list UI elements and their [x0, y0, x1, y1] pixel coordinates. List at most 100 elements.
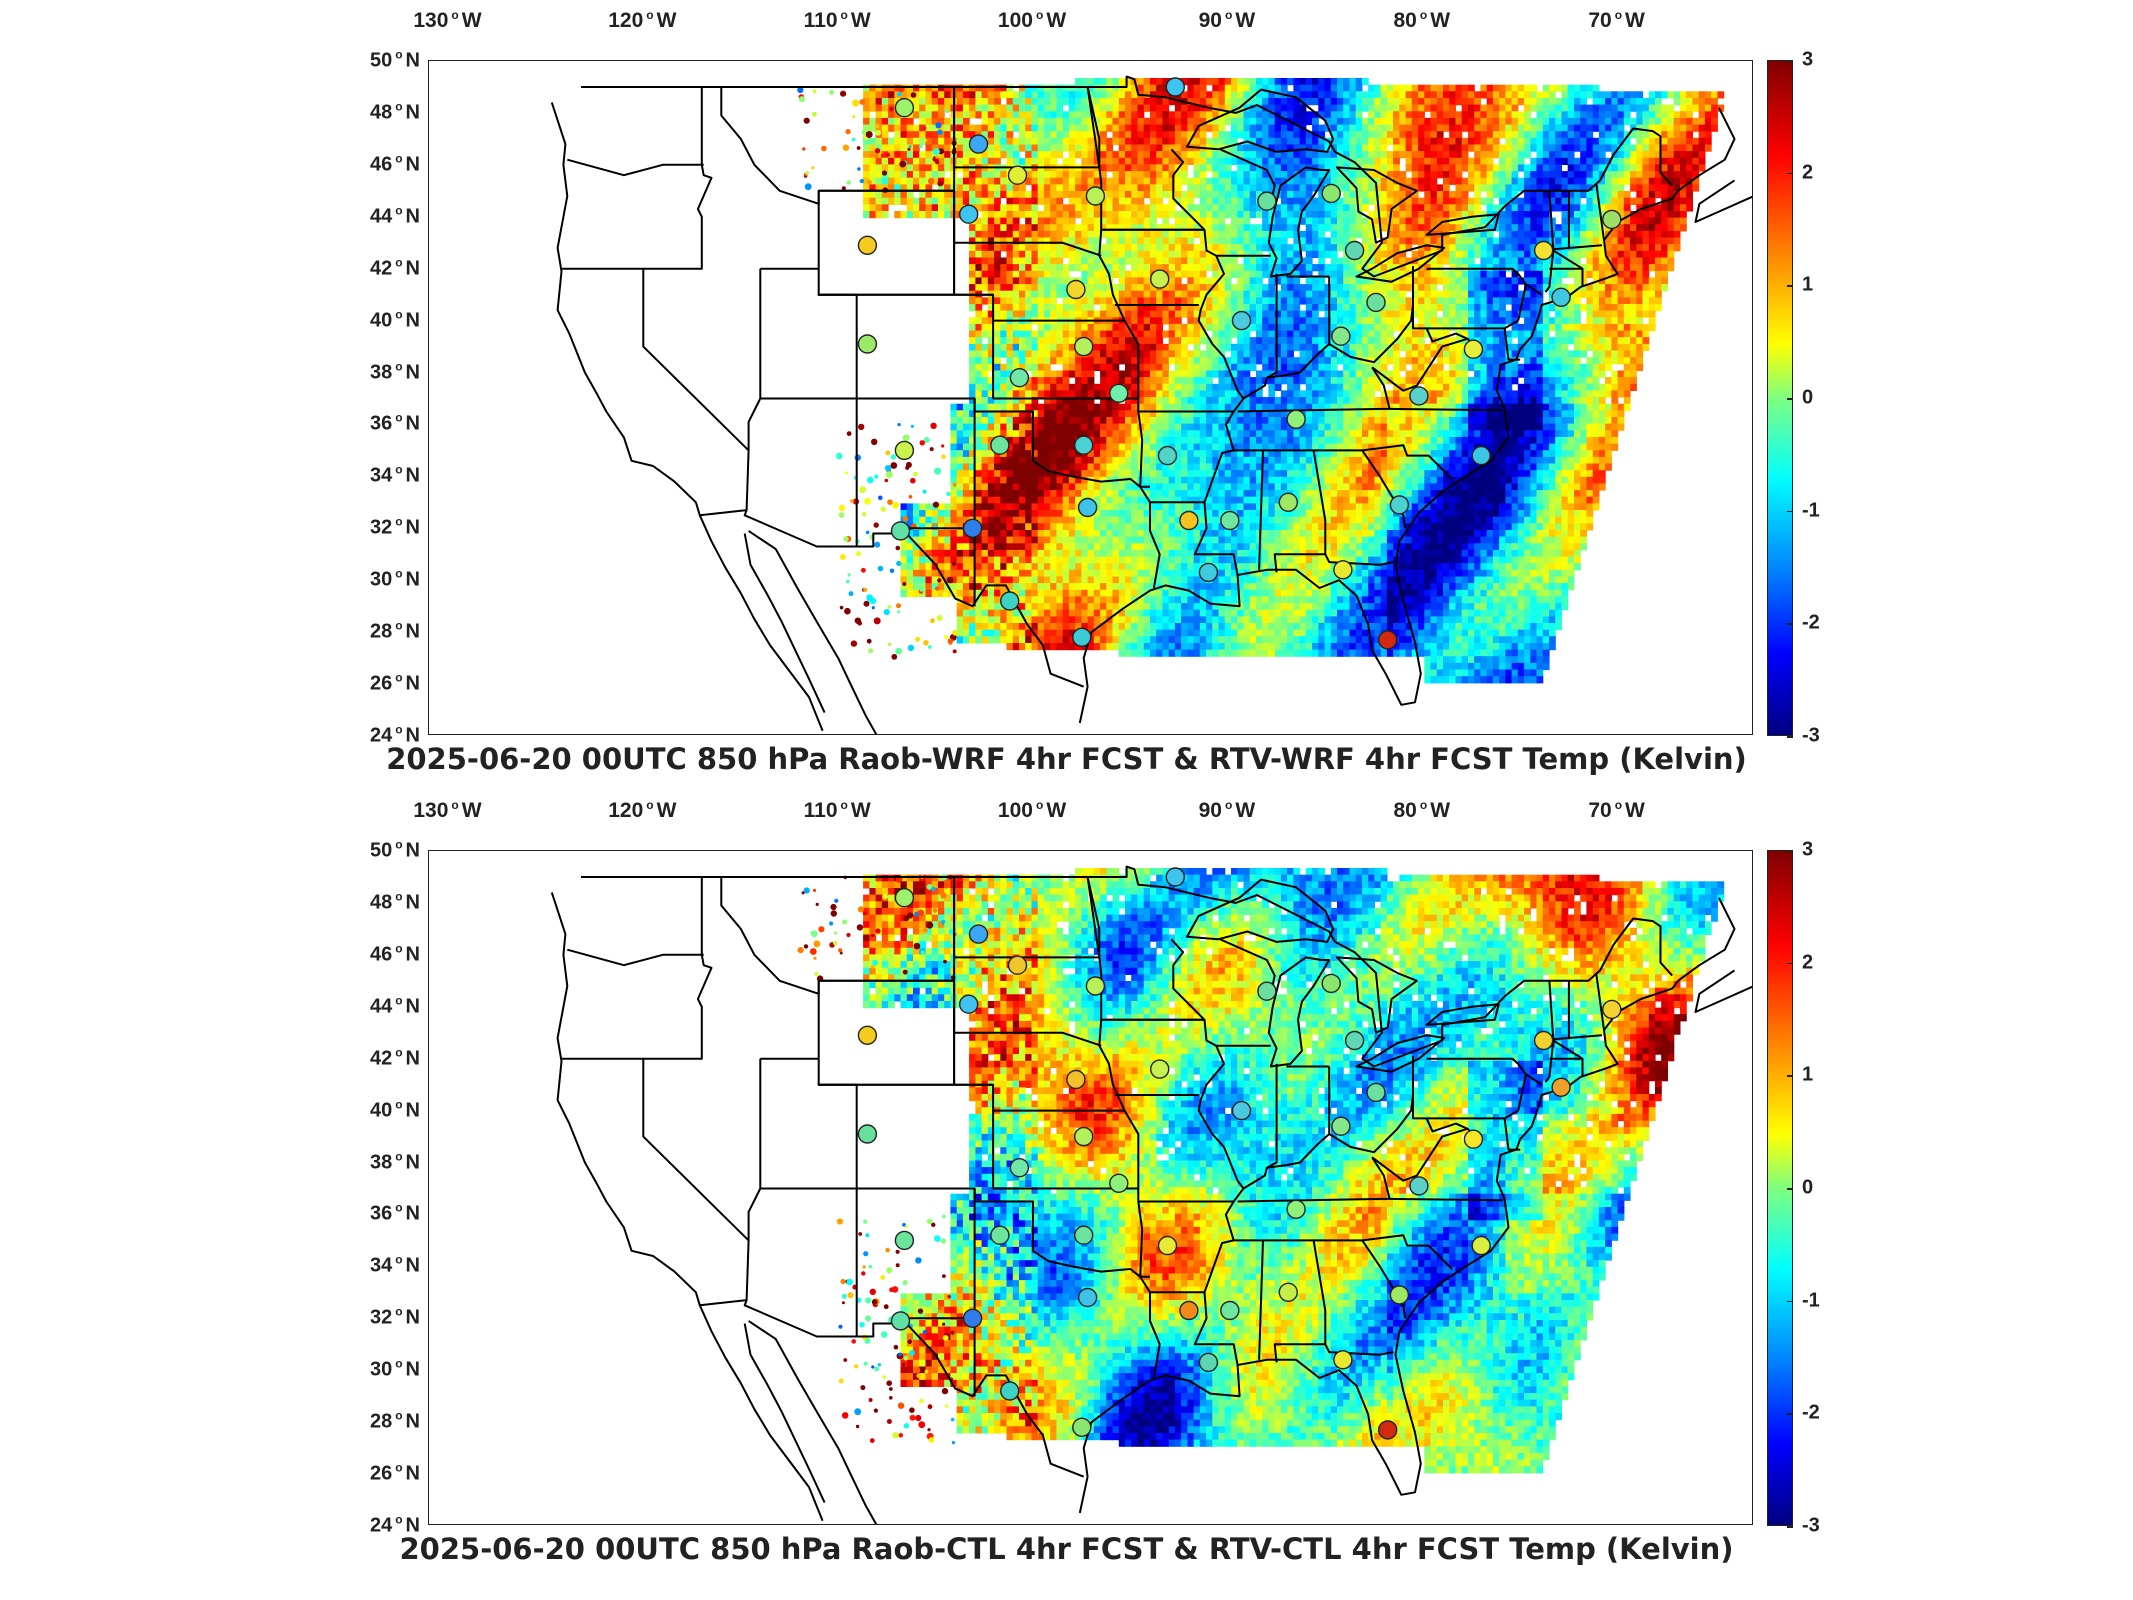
raob-station-marker	[968, 134, 989, 154]
raob-station-marker	[890, 521, 911, 541]
longitude-tick-label: 70 o W	[1588, 8, 1645, 33]
map-frame-top	[428, 60, 1753, 735]
raob-station-marker	[968, 924, 989, 944]
raob-station-marker	[1150, 269, 1170, 289]
boundaries	[550, 865, 1752, 1524]
raob-station-marker	[1165, 867, 1185, 887]
colorbar-tick-label: -1	[1802, 499, 1820, 522]
latitude-tick-label: 46 o N	[336, 152, 420, 177]
raob-station-marker	[1077, 497, 1098, 518]
colorbar-tick-label: 3	[1802, 49, 1813, 72]
colorbar-tick-mark	[1787, 736, 1793, 738]
latitude-tick-label: 24 o N	[336, 723, 420, 748]
raob-station-marker	[959, 994, 979, 1014]
raob-station-marker	[1533, 240, 1554, 261]
colorbar-tick-mark	[1787, 1075, 1793, 1077]
raob-station-marker	[1331, 1116, 1351, 1136]
colorbar-tick-label: 3	[1802, 839, 1813, 862]
raob-station-marker	[1074, 435, 1094, 455]
raob-station-marker	[1344, 1030, 1365, 1051]
latitude-tick-label: 48 o N	[336, 100, 420, 125]
boundaries	[550, 75, 1752, 734]
panel-title-top: 2025-06-20 00UTC 850 hPa Raob-WRF 4hr FC…	[0, 742, 2133, 776]
longitude-tick-label: 70 o W	[1588, 798, 1645, 823]
panel-top: 130 o W 120 o W 110 o W 100 o W 90 o W 80 o W 70 o W 50 o N 48 o…	[0, 8, 2133, 776]
latitude-tick-label: 30 o N	[336, 567, 420, 592]
raob-station-marker	[1157, 445, 1178, 466]
colorbar-tick-label: 0	[1802, 1177, 1813, 1200]
raob-station-marker	[1471, 445, 1491, 466]
longitude-tick-label: 90 o W	[1199, 8, 1256, 33]
raob-station-marker	[990, 435, 1010, 455]
latitude-tick-label: 46 o N	[336, 942, 420, 967]
colorbar-tick-mark	[1787, 285, 1793, 287]
raob-station-marker	[1409, 386, 1429, 406]
colorbar-tick-mark	[1787, 623, 1793, 625]
raob-station-marker	[1257, 981, 1277, 1001]
raob-station-marker	[894, 98, 915, 118]
longitude-tick-label: 130 o W	[413, 798, 481, 823]
retrieval-field	[797, 868, 1725, 1474]
colorbar-tick-label: -3	[1802, 725, 1820, 748]
raob-station-marker	[1109, 1173, 1129, 1193]
raob-station-marker	[1157, 1235, 1178, 1256]
colorbar-tick-mark	[1787, 962, 1793, 965]
latitude-tick-label: 30 o N	[336, 1357, 420, 1382]
raob-station-marker	[1198, 562, 1219, 583]
colorbar-tick-mark	[1787, 1413, 1793, 1415]
colorbar-tick-mark	[1787, 850, 1793, 852]
longitude-tick-label: 130 o W	[413, 8, 481, 33]
latitude-tick-label: 26 o N	[336, 671, 420, 696]
colorbar-tick-mark	[1787, 172, 1793, 175]
raob-station-marker	[1165, 77, 1185, 97]
latitude-tick-label: 44 o N	[336, 203, 420, 228]
raob-station-marker	[857, 1025, 878, 1046]
raob-station-marker	[1074, 1225, 1094, 1245]
raob-station-marker	[1231, 310, 1252, 331]
raob-station-marker	[1066, 1069, 1086, 1090]
raob-station-marker	[1344, 240, 1365, 261]
raob-station-marker	[1009, 368, 1030, 388]
latitude-tick-label: 42 o N	[336, 255, 420, 280]
raob-station-marker	[1198, 1352, 1219, 1373]
latitude-tick-label: 44 o N	[336, 993, 420, 1018]
raob-station-marker	[1231, 1100, 1252, 1121]
longitude-tick-label: 110 o W	[804, 8, 871, 33]
raob-station-marker	[1077, 1287, 1098, 1308]
raob-station-marker	[1463, 1129, 1484, 1149]
raob-station-marker	[1471, 1235, 1491, 1256]
raob-station-marker	[857, 235, 878, 256]
latitude-tick-label: 40 o N	[336, 307, 420, 332]
raob-station-marker	[1551, 1077, 1571, 1098]
map-top	[550, 75, 1752, 734]
raob-station-marker	[1333, 1350, 1353, 1370]
raob-station-marker	[1109, 383, 1129, 403]
latitude-tick-label: 38 o N	[336, 1149, 420, 1174]
raob-station-marker	[1378, 1420, 1398, 1440]
raob-station-marker	[1602, 209, 1622, 230]
retrieval-field	[797, 78, 1725, 684]
raob-station-marker	[1321, 183, 1341, 204]
raob-station-marker	[1066, 279, 1086, 300]
raob-station-marker	[894, 1230, 915, 1251]
latitude-tick-label: 36 o N	[336, 411, 420, 436]
colorbar-tick-label: 1	[1802, 274, 1813, 297]
raob-station-marker	[962, 1308, 983, 1328]
colorbar-tick-label: 2	[1802, 951, 1813, 974]
raob-station-marker	[1179, 510, 1199, 531]
raob-station-marker	[1179, 1300, 1199, 1321]
raob-station-marker	[1286, 1199, 1306, 1219]
raob-station-marker	[1389, 495, 1410, 515]
colorbar-tick-mark	[1787, 1300, 1793, 1303]
raob-station-marker	[894, 888, 915, 908]
colorbar-tick-mark	[1787, 398, 1793, 400]
latitude-tick-label: 34 o N	[336, 1253, 420, 1278]
raob-station-marker	[1072, 627, 1092, 647]
latitude-tick-label: 34 o N	[336, 463, 420, 488]
colorbar-tick-label: -2	[1802, 1402, 1820, 1425]
raob-station-marker	[1220, 1300, 1240, 1321]
latitude-tick-label: 50 o N	[336, 838, 420, 863]
raob-station-marker	[857, 334, 878, 354]
raob-station-marker	[1007, 165, 1028, 185]
latitude-tick-label: 26 o N	[336, 1461, 420, 1486]
